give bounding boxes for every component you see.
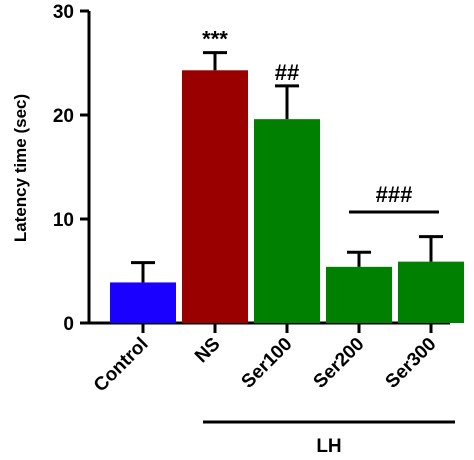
y-axis-label: Latency time (sec) (11, 94, 30, 242)
significance-label: ### (376, 182, 413, 207)
x-tick-label: Ser300 (382, 334, 441, 393)
y-tick-label: 30 (53, 2, 74, 23)
group-label: LH (316, 436, 341, 457)
significance-label: *** (202, 27, 228, 52)
bar-ser100 (254, 119, 320, 323)
x-tick-label: Ser100 (238, 334, 297, 393)
y-tick-label: 10 (53, 210, 74, 231)
bar-ser300 (398, 261, 464, 323)
x-tick-label: Ser200 (310, 334, 369, 393)
x-tick-label: Control (90, 334, 153, 397)
bar-ns (182, 70, 248, 323)
y-tick-label: 0 (63, 314, 74, 335)
bar-control (110, 282, 176, 323)
y-tick-label: 20 (53, 106, 74, 127)
bar-ser200 (326, 266, 392, 323)
significance-label: ## (275, 60, 299, 85)
x-tick-label: NS (191, 334, 225, 368)
